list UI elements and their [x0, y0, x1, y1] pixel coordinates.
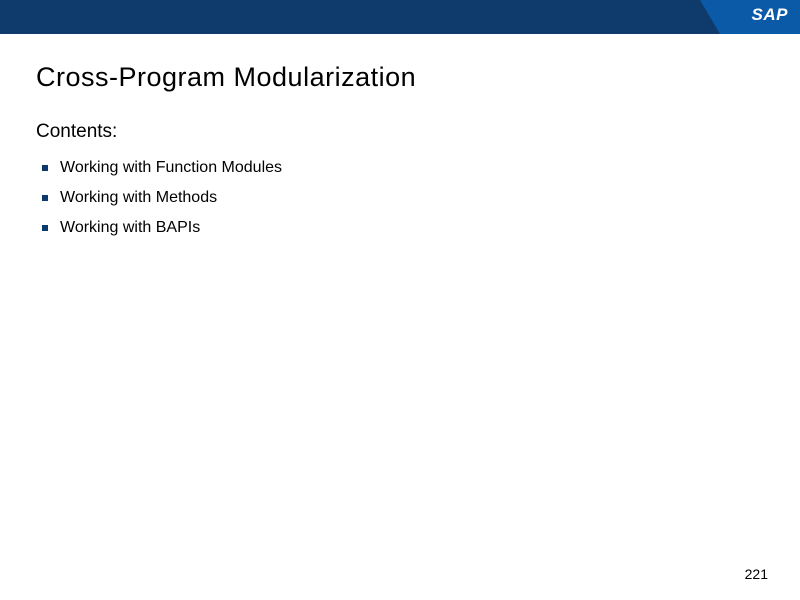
bullet-item: Working with Function Modules: [40, 159, 764, 177]
bullet-item: Working with Methods: [40, 189, 764, 207]
bullet-item: Working with BAPIs: [40, 219, 764, 237]
header-bar: SAP: [0, 0, 800, 34]
page-number: 221: [745, 566, 768, 582]
header-rect: [0, 0, 800, 34]
slide-title: Cross-Program Modularization: [36, 62, 764, 93]
contents-heading: Contents:: [36, 121, 764, 143]
bullet-list: Working with Function Modules Working wi…: [36, 159, 764, 237]
slide-content: Cross-Program Modularization Contents: W…: [0, 34, 800, 237]
header-bar-bg: [0, 0, 800, 34]
logo-text: SAP: [752, 5, 788, 25]
logo-block: SAP: [700, 0, 800, 34]
